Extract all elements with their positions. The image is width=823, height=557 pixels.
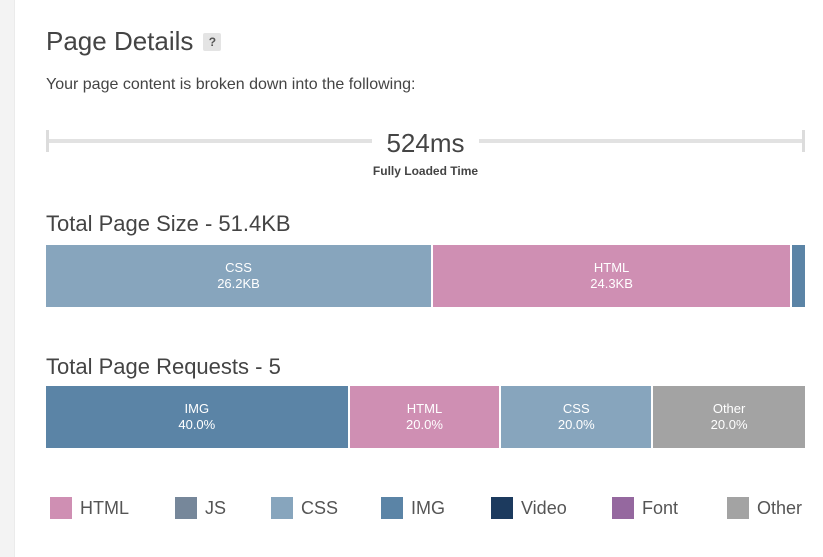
requests-segment-img[interactable]: IMG 40.0% — [46, 386, 350, 448]
left-edge-strip — [0, 0, 15, 557]
size-segment-label: CSS — [225, 260, 252, 275]
fully-loaded-time-label: Fully Loaded Time — [372, 164, 479, 178]
timeline-start-cap — [46, 130, 49, 152]
legend-swatch — [612, 497, 634, 519]
size-segment-js[interactable] — [792, 245, 805, 307]
legend-label: JS — [205, 497, 227, 518]
legend-item-font: Font — [612, 497, 727, 519]
legend-item-video: Video — [491, 497, 612, 519]
legend-swatch — [381, 497, 403, 519]
legend-swatch — [491, 497, 513, 519]
legend-swatch — [727, 497, 749, 519]
requests-segment-value: 20.0% — [406, 417, 443, 432]
total-page-size-title: Total Page Size - 51.4KB — [46, 211, 291, 236]
legend-label: IMG — [411, 497, 445, 518]
requests-segment-other[interactable]: Other 20.0% — [653, 386, 805, 448]
legend-label: Font — [642, 497, 679, 518]
page-details-header: Page Details ? — [46, 26, 222, 57]
size-segment-label: HTML — [593, 260, 630, 275]
page-title: Page Details — [46, 26, 194, 56]
page-size-bar: CSS 26.2KB HTML 24.3KB — [46, 245, 805, 307]
legend-item-css: CSS — [271, 497, 381, 519]
legend-label: Other — [757, 497, 803, 518]
legend-swatch — [271, 497, 293, 519]
legend-swatch — [175, 497, 197, 519]
help-icon[interactable]: ? — [203, 32, 222, 51]
fully-loaded-timeline: 524ms Fully Loaded Time — [46, 128, 805, 188]
requests-segment-label: HTML — [406, 401, 443, 416]
legend-item-img: IMG — [381, 497, 491, 519]
size-segment-html[interactable]: HTML 24.3KB — [433, 245, 793, 307]
requests-segment-css[interactable]: CSS 20.0% — [501, 386, 654, 448]
requests-segment-label: Other — [712, 401, 746, 416]
legend-item-html: HTML — [50, 497, 175, 519]
fully-loaded-time-value: 524ms — [372, 128, 479, 158]
legend-item-js: JS — [175, 497, 271, 519]
size-segment-css[interactable]: CSS 26.2KB — [46, 245, 434, 307]
page-requests-bar: IMG 40.0% HTML 20.0% CSS 20.0% Other 20.0% — [46, 386, 805, 448]
size-segment-value: 24.3KB — [590, 276, 633, 291]
requests-segment-label: CSS — [562, 401, 590, 416]
requests-segment-value: 40.0% — [178, 417, 216, 432]
requests-segment-value: 20.0% — [710, 417, 748, 432]
timeline-end-cap — [802, 130, 805, 152]
legend-label: Video — [521, 497, 567, 518]
legend-label: CSS — [301, 497, 339, 518]
page-subtitle: Your page content is broken down into th… — [46, 76, 416, 93]
legend-label: HTML — [80, 497, 129, 518]
content-type-legend: HTML JS CSS IMG Video Font Other — [50, 497, 810, 519]
size-segment-value: 26.2KB — [217, 276, 260, 291]
requests-segment-html[interactable]: HTML 20.0% — [349, 386, 502, 448]
legend-item-other: Other — [727, 497, 807, 519]
requests-segment-label: IMG — [184, 401, 210, 416]
total-page-requests-title: Total Page Requests - 5 — [46, 354, 281, 379]
legend-swatch — [50, 497, 72, 519]
requests-segment-value: 20.0% — [557, 417, 595, 432]
